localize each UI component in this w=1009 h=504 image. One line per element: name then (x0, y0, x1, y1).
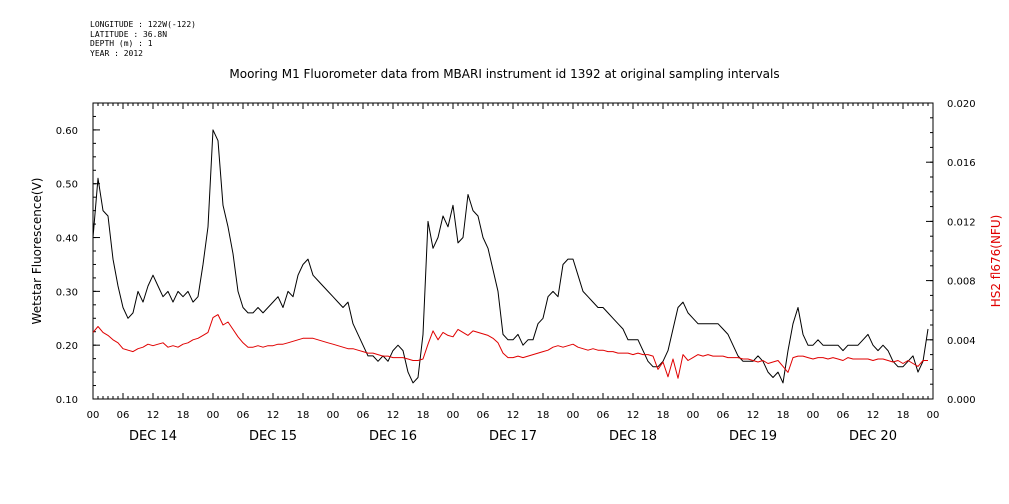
x-tick-label: 12 (387, 410, 400, 421)
x-tick-label: 06 (477, 410, 490, 421)
depth-text: DEPTH (m) : 1 (90, 39, 153, 48)
x-tick-label: 00 (327, 410, 340, 421)
x-day-label: DEC 19 (729, 429, 777, 444)
y-left-tick-label: 0.50 (56, 180, 78, 191)
x-tick-label: 00 (807, 410, 820, 421)
y-left-tick-label: 0.10 (56, 395, 78, 406)
y-left-tick-label: 0.20 (56, 341, 78, 352)
x-tick-label: 12 (267, 410, 280, 421)
x-day-label: DEC 20 (849, 429, 897, 444)
x-day-label: DEC 17 (489, 429, 537, 444)
y-right-axis-title: HS2 fl676(NFU) (989, 215, 1003, 308)
x-tick-label: 00 (87, 410, 100, 421)
x-tick-label: 12 (507, 410, 520, 421)
x-tick-label: 00 (567, 410, 580, 421)
x-day-label: DEC 14 (129, 429, 177, 444)
y-right-tick-label: 0.012 (947, 217, 976, 228)
latitude-text: LATITUDE : 36.8N (90, 29, 168, 39)
axes-layer (92, 102, 934, 400)
x-tick-label: 18 (297, 410, 310, 421)
y-right-tick-label: 0.016 (947, 158, 976, 169)
x-day-label: DEC 18 (609, 429, 657, 444)
x-tick-label: 06 (717, 410, 730, 421)
x-tick-label: 18 (657, 410, 670, 421)
y-right-tick-label: 0.000 (947, 395, 976, 406)
x-tick-label: 00 (687, 410, 700, 421)
y-left-tick-label: 0.30 (56, 287, 78, 298)
y-right-tick-label: 0.004 (947, 336, 976, 347)
x-tick-label: 06 (837, 410, 850, 421)
series-line-wetstar (92, 129, 929, 384)
x-day-label: DEC 15 (249, 429, 297, 444)
x-tick-label: 00 (207, 410, 220, 421)
labels-layer: 00 06 12 18 00 06 12 18 00 06 12 18 00 06 12 18 00 06 12 18… (30, 99, 1003, 444)
x-tick-label: 06 (357, 410, 370, 421)
series-line-hs2-fl676 (92, 314, 928, 379)
x-tick-label: 18 (537, 410, 550, 421)
x-tick-label: 12 (147, 410, 160, 421)
y-left-axis-title: Wetstar Fluorescence(V) (30, 178, 44, 325)
x-tick-label: 18 (417, 410, 430, 421)
longitude-text: LONGITUDE : 122W(-122) (90, 20, 196, 29)
y-right-tick-label: 0.020 (947, 99, 976, 110)
x-tick-label: 18 (897, 410, 910, 421)
x-tick-label: 06 (597, 410, 610, 421)
x-tick-label: 00 (927, 410, 940, 421)
x-tick-label: 06 (237, 410, 250, 421)
y-left-tick-label: 0.40 (56, 234, 78, 245)
x-tick-label: 12 (627, 410, 640, 421)
x-tick-label: 06 (117, 410, 130, 421)
x-tick-label: 18 (177, 410, 190, 421)
series-layer (92, 129, 929, 384)
x-day-label: DEC 16 (369, 429, 417, 444)
x-tick-label: 18 (777, 410, 790, 421)
y-left-tick-label: 0.60 (56, 126, 78, 137)
metadata-block: LONGITUDE : 122W(-122) LATITUDE : 36.8N … (90, 20, 196, 58)
year-text: YEAR : 2012 (90, 48, 143, 58)
x-tick-label: 12 (747, 410, 760, 421)
chart-title: Mooring M1 Fluorometer data from MBARI i… (229, 67, 780, 81)
x-tick-label: 00 (447, 410, 460, 421)
x-tick-label: 12 (867, 410, 880, 421)
y-right-tick-label: 0.008 (947, 277, 976, 288)
